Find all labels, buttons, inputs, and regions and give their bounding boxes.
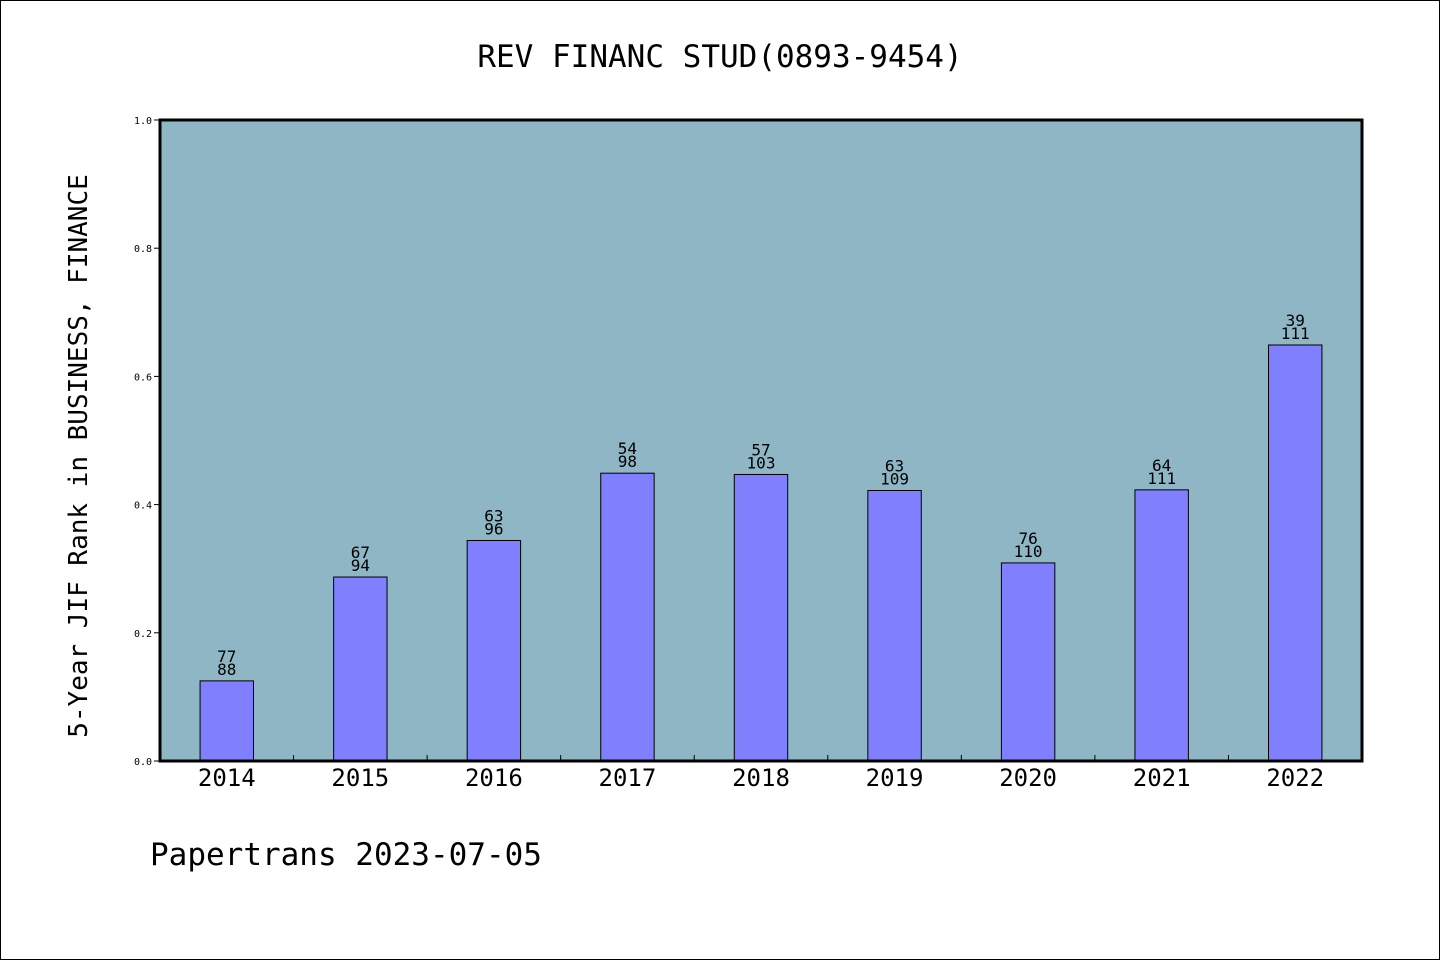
y-tick-label: 0.2	[134, 629, 152, 640]
x-tick-label: 2020	[999, 764, 1057, 792]
bar-2019	[867, 489, 922, 762]
x-tick-label: 2015	[331, 764, 389, 792]
bar-label-total: 110	[1014, 542, 1043, 561]
bar-2018	[733, 473, 789, 762]
bar-label-rank: 76	[1018, 529, 1037, 548]
chart-title: REV FINANC STUD(0893-9454)	[477, 39, 962, 75]
y-tick-label: 1.0	[134, 116, 152, 127]
y-axis-label: 5-Year JIF Rank in BUSINESS, FINANCE	[64, 174, 94, 738]
bar-2015	[333, 576, 388, 762]
y-tick-label: 0.0	[134, 757, 152, 768]
bar-label-rank: 67	[351, 543, 370, 562]
bar-label-total: 88	[217, 660, 236, 679]
bar-label-rank: 54	[618, 439, 637, 458]
y-tick-label: 0.6	[134, 372, 152, 383]
bar-label-rank: 63	[885, 456, 904, 475]
y-tick-label: 0.4	[134, 501, 152, 512]
plot-frame	[158, 118, 1364, 763]
x-tick-label: 2016	[465, 764, 523, 792]
bar-series	[199, 344, 1323, 762]
bar-label-rank: 64	[1152, 456, 1171, 475]
x-tick-label: 2017	[599, 764, 657, 792]
bar-label-rank: 57	[751, 440, 770, 459]
bar-2014	[199, 680, 254, 762]
footer-text: Papertrans 2023-07-05	[150, 837, 542, 873]
bar-2017	[600, 472, 655, 762]
x-tick-label: 2018	[732, 764, 790, 792]
bar-label-rank: 77	[217, 647, 236, 666]
bar-label-total: 94	[351, 556, 370, 575]
bar-label-rank: 39	[1286, 311, 1305, 330]
x-axis: 2014 2015 2016 2017 2018 2019 2020 2021 2022	[198, 755, 1324, 792]
bar-label-total: 96	[484, 519, 503, 538]
y-tick-label: 0.8	[134, 244, 152, 255]
y-axis: 0.0 0.2 0.4 0.6 0.8 1.0	[134, 116, 160, 768]
bar-label-total: 111	[1147, 469, 1176, 488]
x-tick-label: 2019	[866, 764, 924, 792]
bar-2022	[1268, 344, 1323, 762]
x-tick-label: 2021	[1133, 764, 1191, 792]
bar-2020	[1000, 562, 1056, 762]
bar-label-total: 98	[618, 452, 637, 471]
bar-2016	[466, 539, 522, 762]
bar-label-total: 109	[880, 469, 909, 488]
bar-2021	[1134, 489, 1189, 762]
bar-label-total: 111	[1281, 324, 1310, 343]
bar-label-total: 103	[747, 453, 776, 472]
bar-label-rank: 63	[484, 506, 503, 525]
x-tick-label: 2014	[198, 764, 256, 792]
x-tick-label: 2022	[1266, 764, 1324, 792]
